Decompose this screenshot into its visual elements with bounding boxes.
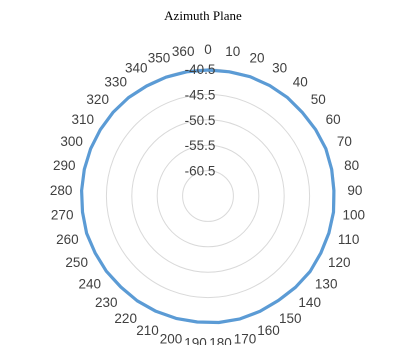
data-point — [136, 299, 139, 302]
data-point — [301, 111, 304, 115]
angle-tick-label: 150 — [279, 311, 302, 326]
angle-tick-label: 20 — [249, 50, 264, 65]
angle-tick-label: 300 — [60, 134, 83, 149]
angle-tick-label: 360 — [172, 44, 195, 59]
grid-ring — [156, 144, 260, 248]
angle-tick-label: 330 — [104, 75, 127, 90]
data-point — [174, 317, 178, 320]
angle-tick-label: 350 — [148, 50, 171, 65]
angle-tick-label: 200 — [160, 331, 183, 345]
data-point — [308, 270, 312, 273]
angle-tick-label: 60 — [326, 112, 341, 127]
data-point — [258, 310, 262, 313]
data-point — [111, 111, 115, 114]
radial-tick-labels: -40.5 -45.5 -50.5 -55.5 -60.5 — [185, 62, 216, 179]
data-point — [324, 147, 327, 150]
data-point — [127, 96, 130, 99]
data-point — [154, 310, 158, 313]
data-point — [89, 147, 92, 150]
angle-tick-label: 210 — [136, 323, 159, 338]
grid-ring — [105, 93, 311, 299]
angle-tick-label: 180 — [209, 336, 232, 345]
series-line — [79, 68, 336, 325]
radial-tick-label: -60.5 — [185, 164, 216, 179]
data-point — [206, 68, 210, 72]
data-point — [145, 84, 148, 88]
angle-tick-label: 10 — [225, 44, 240, 59]
data-point — [332, 210, 335, 214]
chart-title: Azimuth Plane — [164, 8, 242, 23]
data-point — [185, 70, 188, 74]
data-point — [217, 321, 220, 324]
data-point — [327, 231, 331, 235]
data-point — [119, 285, 123, 289]
angle-tick-label: 270 — [51, 208, 74, 223]
angle-tick-label: 100 — [343, 208, 366, 223]
radial-tick-label: -55.5 — [185, 138, 216, 153]
grid-ring — [182, 170, 234, 222]
angle-tick-label: 320 — [86, 92, 109, 107]
angle-tick-label: 80 — [344, 158, 359, 173]
data-point — [228, 70, 231, 74]
angle-tick-label: 50 — [311, 92, 326, 107]
angle-tick-label: 340 — [125, 61, 148, 76]
angle-tick-label: 170 — [234, 331, 257, 345]
angle-tick-label: 110 — [338, 232, 360, 247]
radial-tick-label: -50.5 — [185, 113, 216, 128]
angle-tick-label: 130 — [315, 276, 338, 291]
angle-tick-label: 0 — [204, 42, 212, 57]
data-point — [268, 84, 271, 87]
angle-tick-label: 290 — [53, 158, 76, 173]
data-point — [99, 128, 102, 131]
data-point — [248, 75, 252, 78]
data-point — [196, 320, 199, 324]
angle-tick-label: 280 — [50, 183, 73, 198]
angle-tick-label: 140 — [298, 295, 321, 310]
angle-tick-label: 310 — [72, 112, 95, 127]
data-point — [81, 210, 84, 214]
data-point — [277, 299, 280, 302]
angle-tick-label: 70 — [337, 134, 352, 149]
angle-tick-label: 190 — [184, 336, 207, 345]
angle-tick-label: 260 — [56, 232, 79, 247]
radial-tick-label: -45.5 — [185, 87, 216, 102]
angle-tick-label: 240 — [79, 276, 102, 291]
data-point — [93, 251, 97, 255]
data-point — [164, 76, 168, 79]
data-point — [83, 168, 86, 171]
angle-tick-label: 30 — [272, 61, 287, 76]
data-point — [332, 189, 336, 192]
grid-ring — [131, 119, 285, 273]
data-point — [238, 317, 242, 321]
data-point — [286, 96, 289, 99]
data-point — [85, 232, 88, 235]
angle-tick-label: 230 — [95, 295, 118, 310]
data-point — [80, 189, 83, 192]
data-point — [330, 168, 333, 171]
data-point — [294, 286, 297, 289]
radial-tick-label: -40.5 — [185, 62, 216, 77]
data-point — [319, 251, 323, 255]
data-point — [105, 270, 108, 273]
angle-tick-label: 160 — [257, 323, 280, 338]
series-layer — [79, 68, 336, 325]
angle-tick-label: 90 — [347, 183, 362, 198]
angle-tick-label: 40 — [293, 75, 308, 90]
angle-tick-label: 220 — [114, 311, 137, 326]
data-point — [314, 128, 317, 131]
angle-tick-label: 250 — [65, 255, 88, 270]
angle-tick-label: 120 — [328, 255, 351, 270]
